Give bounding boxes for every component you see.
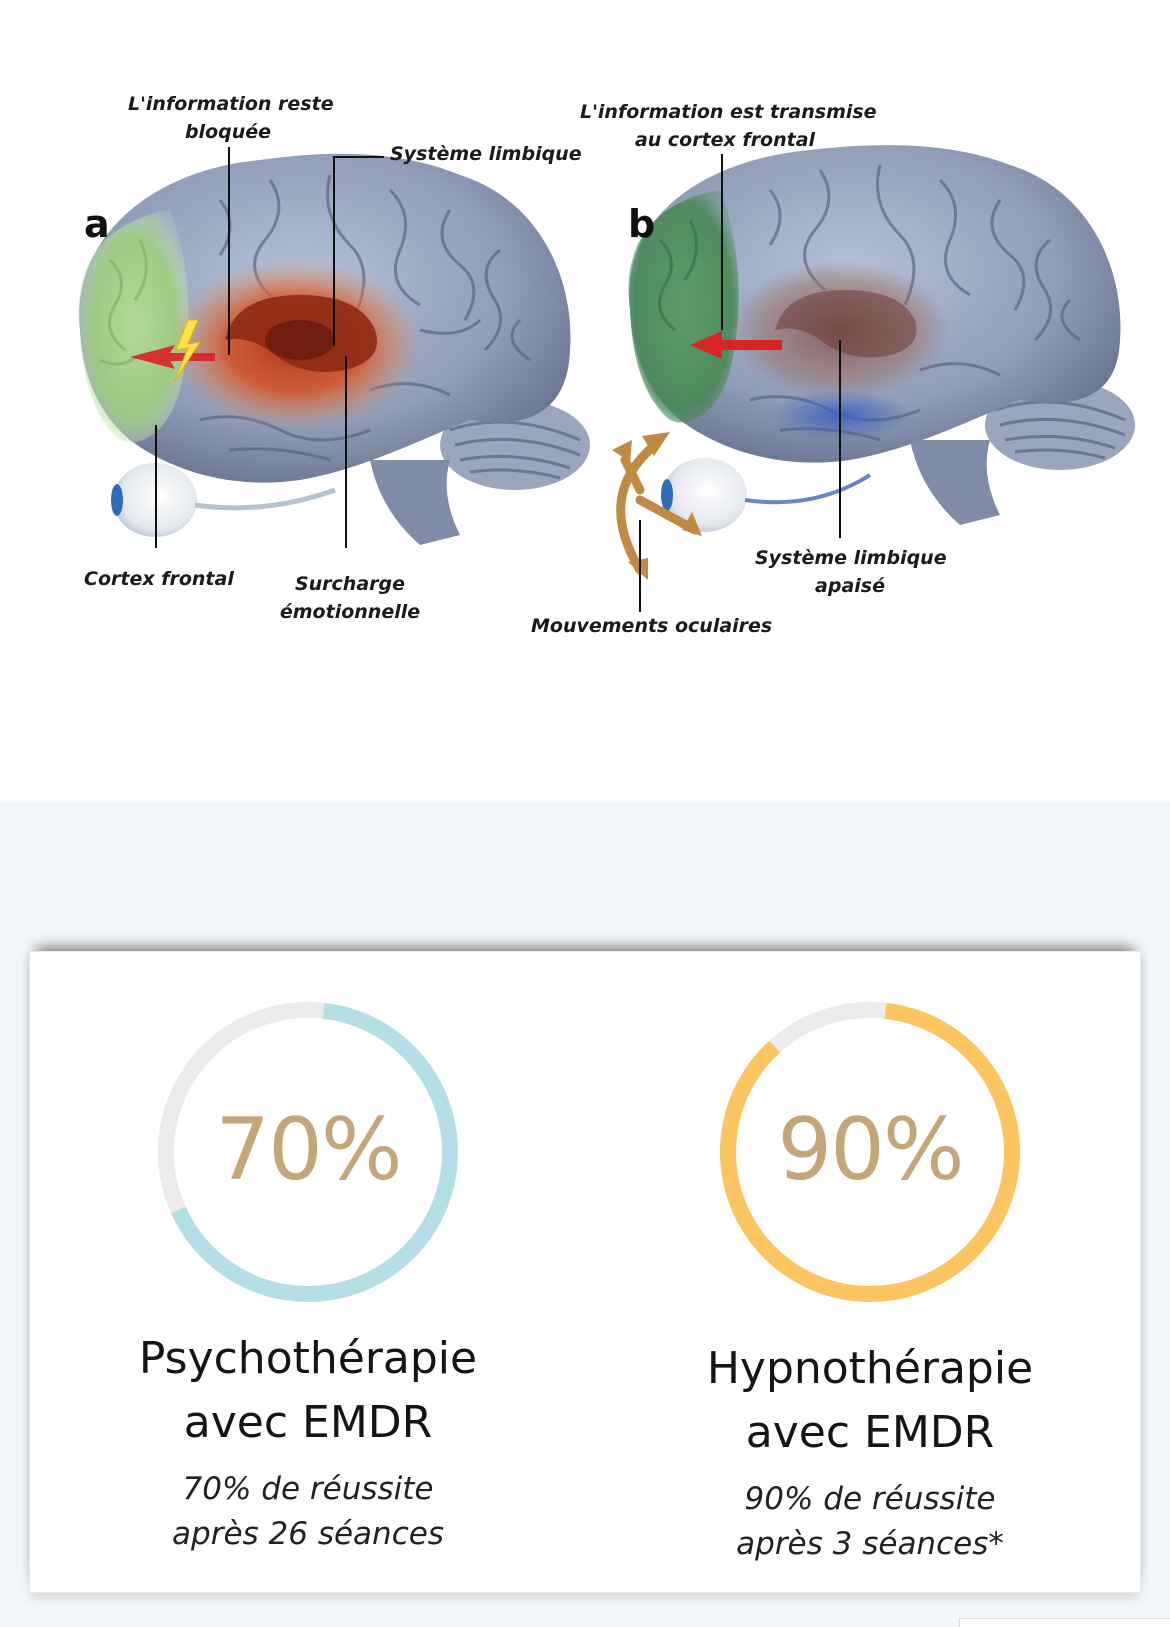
- stats-card: 70% Psychothérapie avec EMDR 70% de réus…: [30, 952, 1140, 1592]
- panel-letter-b: b: [628, 202, 656, 246]
- stat-subtitle: 90% de réussite après 3 séances*: [620, 1477, 1120, 1567]
- stat-title-line: avec EMDR: [183, 1397, 433, 1448]
- page-corner: [959, 1618, 1170, 1627]
- percent-value: 90%: [777, 1100, 964, 1200]
- stat-title-line: Psychothérapie: [138, 1333, 478, 1384]
- label-line: apaisé: [815, 575, 885, 597]
- leader-lines: [155, 147, 841, 612]
- stat-subtitle-line: après 3 séances*: [736, 1526, 1004, 1562]
- brain-a: [78, 153, 590, 545]
- label-emotional-overload: Surcharge émotionnelle: [265, 570, 435, 626]
- stat-title-line: avec EMDR: [745, 1407, 995, 1458]
- label-line: au cortex frontal: [634, 129, 816, 151]
- stat-subtitle-line: 90% de réussite: [744, 1481, 996, 1517]
- progress-ring: [158, 1002, 458, 1302]
- label-information-blocked: L'information reste bloquée: [128, 90, 334, 146]
- percent-value: 70%: [215, 1100, 402, 1200]
- label-line: L'information reste: [128, 93, 334, 115]
- stat-title-line: Hypnothérapie: [706, 1343, 1034, 1394]
- label-eye-movements: Mouvements oculaires: [531, 615, 773, 637]
- stat-subtitle-line: 70% de réussite: [182, 1471, 434, 1507]
- brain-diagram: a b L'information reste bloquée Système …: [0, 0, 1170, 800]
- label-line: bloquée: [184, 121, 272, 143]
- label-frontal-cortex: Cortex frontal: [84, 568, 234, 590]
- label-limbic-system: Système limbique: [390, 143, 582, 165]
- progress-ring: [720, 1002, 1020, 1302]
- stat-subtitle-line: après 26 séances: [172, 1516, 444, 1552]
- panel-letter-a: a: [84, 202, 110, 246]
- label-line: émotionnelle: [279, 601, 421, 623]
- stat-title: Hypnothérapie avec EMDR: [620, 1337, 1120, 1465]
- label-line: Système limbique: [755, 547, 947, 569]
- label-line: Surcharge: [294, 573, 406, 595]
- label-line: L'information est transmise: [580, 101, 877, 123]
- stat-subtitle: 70% de réussite après 26 séances: [58, 1467, 558, 1557]
- label-limbic-calm: Système limbique apaisé: [755, 544, 947, 600]
- brain-illustration: [78, 145, 1135, 612]
- brain-b: [612, 145, 1135, 580]
- stat-title: Psychothérapie avec EMDR: [58, 1327, 558, 1455]
- label-information-transmitted: L'information est transmise au cortex fr…: [580, 98, 877, 154]
